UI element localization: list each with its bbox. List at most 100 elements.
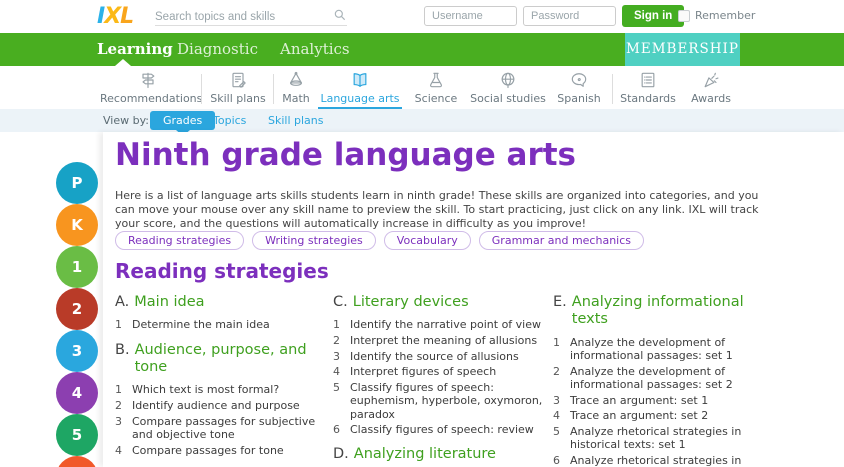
clipboard-pencil-icon: [206, 70, 270, 90]
search-input[interactable]: [155, 7, 325, 27]
skill-group-header[interactable]: C. Literary devices: [333, 294, 543, 311]
group-title: Analyzing literature: [353, 446, 496, 463]
skill-group-header[interactable]: B. Audience, purpose, and tone: [115, 342, 323, 377]
skill-number: 5: [553, 424, 560, 438]
ixl-logo[interactable]: IXL: [97, 4, 134, 29]
view-by-skill-plans[interactable]: Skill plans: [268, 114, 324, 127]
view-by-topics[interactable]: Topics: [213, 114, 247, 127]
search-icon[interactable]: [333, 8, 347, 22]
skill-link[interactable]: 2 Identify audience and purpose: [115, 399, 323, 412]
tab-label: Spanish: [557, 92, 601, 105]
remember-checkbox[interactable]: [678, 9, 690, 22]
skill-group-a: A. Main idea 1 Determine the main idea: [115, 294, 323, 332]
category-pills: Reading strategies Writing strategies Vo…: [115, 231, 644, 250]
sign-in-button[interactable]: Sign in: [622, 5, 685, 27]
group-letter: A.: [115, 294, 130, 310]
skill-text: Analyze rhetorical strategies in histori…: [570, 424, 742, 452]
skill-link[interactable]: 4 Trace an argument: set 2: [553, 409, 760, 422]
tab-recommendations[interactable]: Recommendations: [100, 70, 203, 109]
skill-link[interactable]: 6 Classify figures of speech: review: [333, 423, 543, 436]
tab-social-studies[interactable]: Social studies: [468, 70, 548, 109]
skill-link[interactable]: 1 Determine the main idea: [115, 318, 323, 331]
category-pill-grammar-and-mechanics[interactable]: Grammar and mechanics: [478, 231, 644, 250]
skills-columns: A. Main idea 1 Determine the main idea B…: [115, 294, 760, 467]
skill-link[interactable]: 5 Analyze rhetorical strategies in histo…: [553, 425, 760, 451]
tab-label: Science: [414, 92, 458, 105]
skill-link[interactable]: 4 Compare passages for tone: [115, 444, 323, 457]
skill-link[interactable]: 1 Which text is most formal?: [115, 383, 323, 396]
tab-language-arts[interactable]: Language arts: [318, 70, 402, 110]
intro-text: Here is a list of language arts skills s…: [115, 189, 759, 230]
tab-label: Standards: [620, 92, 676, 105]
skill-link[interactable]: 1 Identify the narrative point of view: [333, 318, 543, 331]
tab-spanish[interactable]: Spanish: [552, 70, 606, 109]
tab-skill-plans[interactable]: Skill plans: [206, 70, 270, 109]
tab-standards[interactable]: Standards: [618, 70, 678, 109]
tab-label: Language arts: [320, 92, 400, 105]
tab-label: Skill plans: [210, 92, 266, 105]
logo-letter: L: [120, 4, 134, 29]
grade-circle-pre-k[interactable]: P: [56, 162, 98, 204]
nav-item-diagnostic[interactable]: Diagnostic: [177, 40, 258, 58]
skill-group-header[interactable]: E. Analyzing informational texts: [553, 294, 760, 329]
grade-circle-4[interactable]: 4: [56, 372, 98, 414]
skill-link[interactable]: 3 Identify the source of allusions: [333, 350, 543, 363]
skill-text: Trace an argument: set 1: [570, 393, 709, 407]
tab-label: Recommendations: [100, 92, 203, 105]
skill-number: 6: [553, 453, 560, 467]
skill-number: 1: [333, 318, 340, 332]
logo-letter: I: [97, 4, 105, 29]
membership-button[interactable]: MEMBERSHIP: [625, 33, 740, 66]
tab-science[interactable]: Science: [410, 70, 462, 109]
skill-link[interactable]: 3 Trace an argument: set 1: [553, 394, 760, 407]
section-title: Reading strategies: [115, 259, 329, 283]
signpost-icon: [100, 70, 196, 90]
skill-text: Analyze the development of informational…: [570, 364, 733, 391]
skills-column: A. Main idea 1 Determine the main idea B…: [115, 294, 323, 467]
grade-circle-5[interactable]: 5: [56, 414, 98, 456]
category-pill-reading-strategies[interactable]: Reading strategies: [115, 231, 245, 250]
skill-link[interactable]: 1 Analyze the development of information…: [553, 336, 760, 362]
grade-circle-2[interactable]: 2: [56, 288, 98, 330]
group-letter: C.: [333, 294, 348, 310]
view-by-grades[interactable]: Grades: [150, 111, 216, 136]
skill-text: Identify audience and purpose: [132, 399, 300, 413]
skill-group-header[interactable]: D. Analyzing literature: [333, 446, 543, 463]
tab-awards[interactable]: Awards: [686, 70, 736, 109]
tab-label: Math: [282, 92, 310, 105]
skill-group-header[interactable]: A. Main idea: [115, 294, 323, 311]
nav-item-analytics[interactable]: Analytics: [280, 40, 350, 58]
skill-text: Classify figures of speech: euphemism, h…: [350, 381, 543, 421]
skill-text: Analyze the development of informational…: [570, 335, 733, 362]
grade-circle-6[interactable]: 6: [56, 456, 98, 467]
skill-text: Interpret the meaning of allusions: [350, 334, 538, 348]
skill-link[interactable]: 5 Classify figures of speech: euphemism,…: [333, 381, 543, 421]
skill-text: Compare passages for tone: [132, 443, 284, 457]
skill-link[interactable]: 2 Analyze the development of information…: [553, 365, 760, 391]
skill-number: 4: [553, 409, 560, 423]
nav-item-learning[interactable]: Learning: [97, 40, 173, 58]
skill-number: 4: [333, 365, 340, 379]
grade-circle-k[interactable]: K: [56, 204, 98, 246]
skill-link[interactable]: 3 Compare passages for subjective and ob…: [115, 415, 323, 441]
skill-link[interactable]: 2 Interpret the meaning of allusions: [333, 334, 543, 347]
grade-circle-1[interactable]: 1: [56, 246, 98, 288]
skill-group-b: B. Audience, purpose, and tone 1 Which t…: [115, 342, 323, 457]
skill-link[interactable]: 6 Analyze rhetorical strategies in histo…: [553, 454, 760, 467]
skill-number: 3: [333, 349, 340, 363]
skill-link[interactable]: 4 Interpret figures of speech: [333, 365, 543, 378]
password-field[interactable]: [523, 6, 616, 26]
skill-text: Trace an argument: set 2: [570, 409, 709, 423]
grade-circle-3[interactable]: 3: [56, 330, 98, 372]
active-tab-underline: [318, 107, 402, 110]
skill-text: Compare passages for subjective and obje…: [132, 414, 316, 441]
category-pill-vocabulary[interactable]: Vocabulary: [383, 231, 471, 250]
group-letter: E.: [553, 294, 567, 310]
skill-number: 3: [553, 393, 560, 407]
logo-letter: X: [104, 4, 121, 29]
tab-math[interactable]: Math: [276, 70, 316, 109]
username-field[interactable]: [424, 6, 517, 26]
remember-label: Remember: [695, 9, 756, 22]
category-pill-writing-strategies[interactable]: Writing strategies: [252, 231, 376, 250]
